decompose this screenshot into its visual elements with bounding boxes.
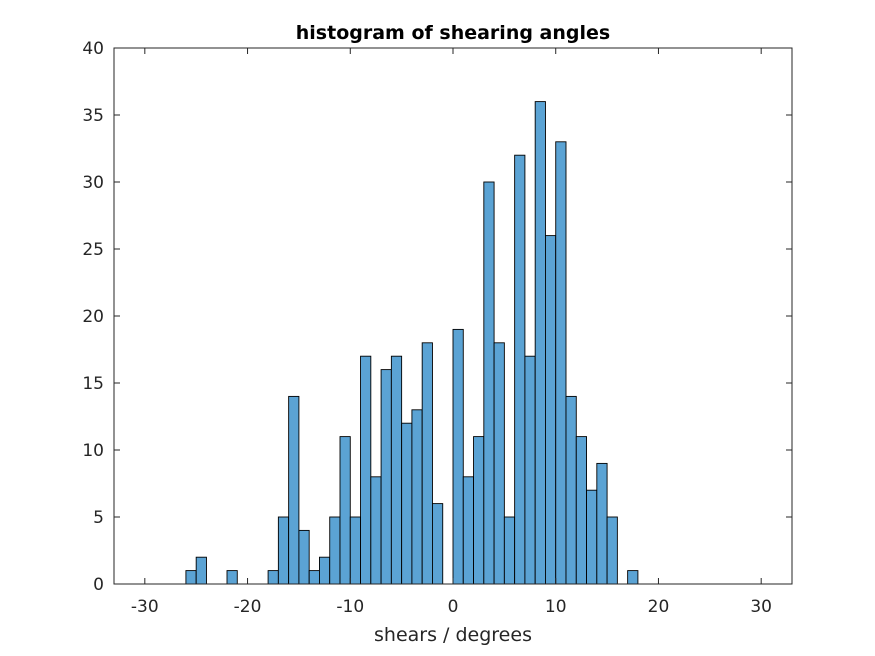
histogram-bar [452, 328, 464, 585]
chart-title: histogram of shearing angles [296, 22, 610, 44]
histogram-bar [555, 141, 567, 585]
histogram-bar [596, 462, 608, 585]
y-tick-label: 10 [82, 441, 104, 461]
histogram-bar [483, 181, 495, 585]
histogram-bar [360, 355, 372, 585]
histogram-bar [308, 570, 320, 585]
y-tick-label: 15 [82, 374, 104, 394]
y-tick-label: 35 [82, 106, 104, 126]
x-tick-label: 10 [545, 597, 567, 617]
histogram-bar [380, 369, 392, 585]
x-tick-label: 20 [648, 597, 670, 617]
histogram-bar [545, 235, 557, 585]
histogram-bar [390, 355, 403, 585]
histogram-bar [473, 436, 485, 585]
histogram-bar [503, 516, 516, 585]
x-tick-label: 0 [448, 597, 459, 617]
x-axis-label: shears / degrees [374, 624, 532, 646]
x-axis-ticks: -30 -20 -10 0 10 20 30 [131, 48, 772, 617]
x-tick-label: -10 [336, 597, 364, 617]
histogram-bar [586, 489, 598, 585]
y-tick-label: 40 [82, 39, 104, 59]
x-tick-label: -30 [131, 597, 159, 617]
y-axis-ticks: 0 5 10 15 20 25 30 35 40 [82, 39, 792, 595]
histogram-bar [329, 516, 341, 585]
histogram-bar [298, 529, 310, 585]
histogram-bar [432, 503, 444, 585]
x-tick-label: 30 [750, 597, 772, 617]
histogram-bar [411, 409, 423, 585]
histogram-bar [401, 422, 413, 585]
histogram-bar [627, 570, 639, 585]
histogram-bar [267, 570, 279, 585]
y-tick-label: 5 [93, 508, 104, 528]
y-tick-label: 30 [82, 173, 104, 193]
histogram-bar [195, 556, 207, 585]
histogram-bar [370, 476, 382, 585]
histogram-bar [575, 436, 587, 585]
histogram-bars [185, 101, 639, 585]
histogram-bar [185, 570, 197, 585]
histogram-bar [524, 355, 536, 585]
histogram-bar [606, 516, 618, 585]
histogram-bar [514, 154, 526, 585]
histogram-bar [534, 101, 546, 585]
histogram-bar [462, 476, 474, 585]
histogram-bar [565, 395, 577, 585]
histogram-bar [339, 436, 351, 585]
y-tick-label: 0 [93, 575, 104, 595]
y-tick-label: 25 [82, 240, 104, 260]
histogram-bar [493, 342, 505, 585]
y-tick-label: 20 [82, 307, 104, 327]
histogram-bar [319, 556, 331, 585]
histogram-bar [226, 570, 238, 585]
histogram-bar [421, 342, 433, 585]
histogram-bar [277, 516, 290, 585]
histogram-bar [288, 395, 300, 585]
x-tick-label: -20 [234, 597, 262, 617]
histogram-bar [349, 516, 361, 585]
